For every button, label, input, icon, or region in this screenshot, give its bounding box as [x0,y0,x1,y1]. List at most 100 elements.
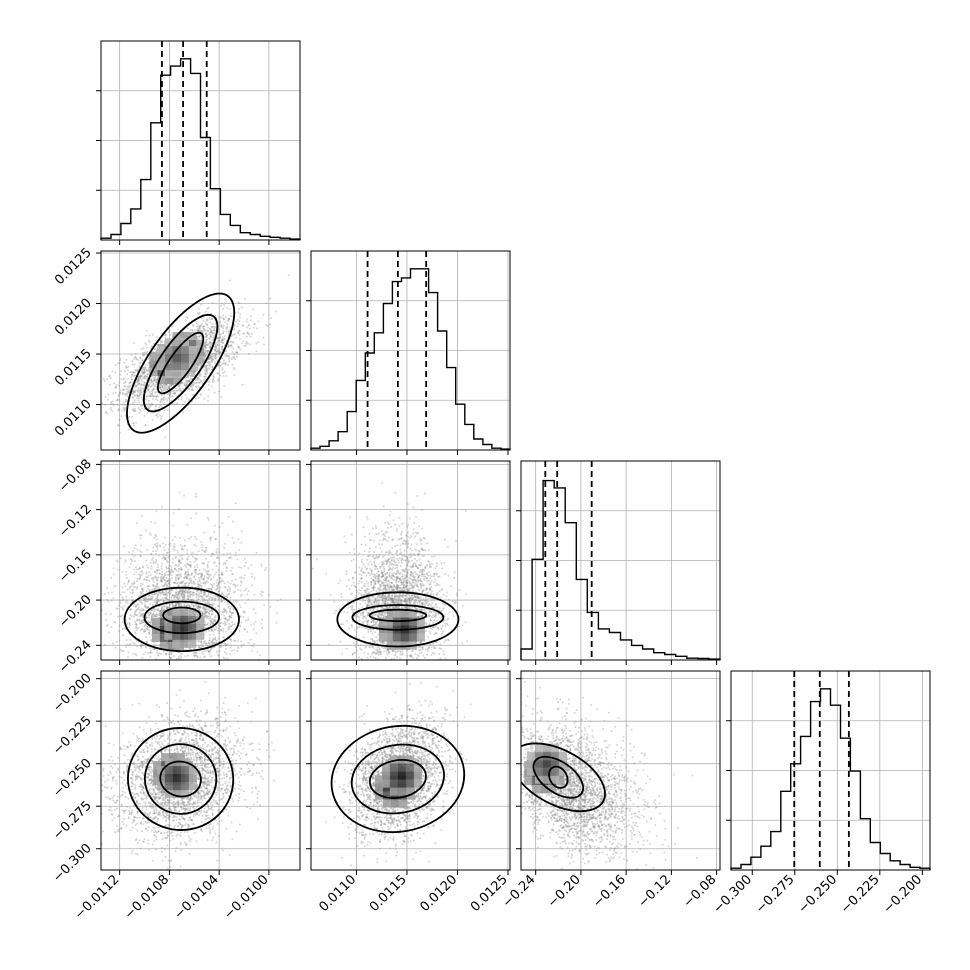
sample-point [141,588,143,591]
sample-point [204,614,207,617]
sample-point [218,627,221,630]
sample-point [213,562,215,565]
sample-point [212,377,215,380]
sample-point [217,349,219,352]
sample-point [180,604,183,607]
sample-point [110,402,113,405]
sample-point [221,599,224,602]
sample-point [120,615,122,618]
sample-point [132,390,134,393]
sample-point [135,625,138,627]
sample-point [177,551,180,554]
sample-point [212,553,215,556]
sample-point [195,604,197,607]
sample-point [122,388,125,391]
sample-point [214,348,216,351]
sample-point [145,396,148,398]
sample-point [148,394,151,397]
sample-point [221,622,224,625]
sample-point [206,330,209,332]
sample-point [110,408,113,411]
sample-point [209,617,212,620]
sample-point [180,398,183,401]
sample-point [149,656,152,659]
sample-point [226,355,229,358]
sample-point [220,395,223,398]
sample-point [123,627,126,630]
sample-point [199,381,201,383]
sample-point [141,380,144,383]
sample-point [120,606,123,609]
sample-point [158,591,161,594]
sample-point [225,349,227,352]
sample-point [188,588,191,591]
sample-point [121,393,124,396]
sample-point [163,584,166,587]
sample-point [231,536,234,539]
sample-point [218,632,221,635]
sample-point [208,639,211,642]
density-cell [180,332,189,340]
sample-point [142,371,145,374]
sample-point [132,358,135,360]
sample-point [214,325,216,328]
sample-point [181,581,184,584]
sample-point [155,615,158,618]
sample-point [174,535,176,538]
sample-point [214,357,217,360]
sample-point [117,424,120,427]
sample-point [165,386,168,389]
sample-point [218,337,220,340]
sample-point [140,570,143,573]
sample-point [205,643,208,645]
sample-point [242,615,245,618]
sample-point [162,403,165,406]
sample-point [145,596,148,599]
sample-point [204,621,206,624]
sample-point [197,381,200,384]
sample-point [212,375,215,378]
sample-point [137,406,140,409]
sample-point [131,582,134,585]
sample-point [185,384,188,387]
sample-point [191,372,194,375]
sample-point [174,392,176,395]
sample-point [155,381,158,384]
sample-point [204,615,206,618]
sample-point [175,403,178,406]
sample-point [176,574,179,577]
sample-point [226,594,229,596]
sample-point [122,608,125,611]
sample-point [203,329,206,332]
sample-point [231,621,234,624]
sample-point [203,397,206,400]
sample-point [112,404,115,407]
sample-point [203,550,206,553]
sample-point [187,598,190,601]
sample-point [131,363,134,366]
sample-point [123,408,126,411]
sample-point [175,573,178,576]
sample-point [185,383,188,386]
sample-point [180,395,183,398]
sample-point [172,545,175,548]
sample-point [122,389,125,391]
sample-point [154,593,157,596]
sample-point [124,559,127,562]
sample-point [209,321,212,324]
sample-point [231,572,234,575]
sample-point [131,599,134,602]
sample-point [196,329,199,332]
sample-point [170,384,173,387]
sample-point [159,544,162,547]
sample-point [197,597,200,600]
sample-point [160,575,163,578]
sample-point [197,606,200,609]
sample-point [184,589,187,592]
sample-point [166,593,169,596]
sample-point [222,307,224,310]
sample-point [262,661,264,663]
sample-point [149,573,152,576]
sample-point [139,594,142,597]
sample-point [232,608,235,611]
